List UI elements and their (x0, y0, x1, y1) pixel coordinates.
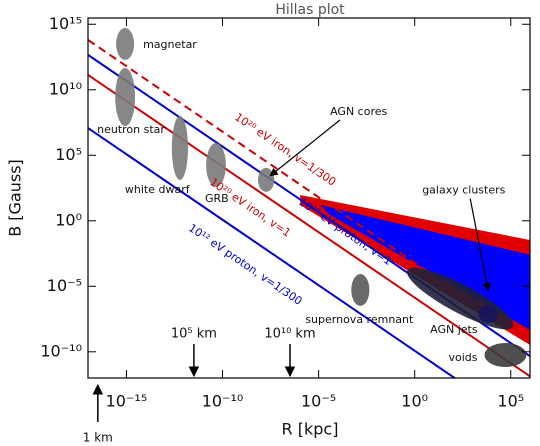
object-ellipse (257, 167, 275, 192)
object-ellipse (478, 305, 499, 323)
pointer-arrow (469, 198, 491, 292)
y-tick-label: 10⁵ (55, 145, 82, 164)
y-tick-label: 10⁰ (55, 210, 82, 229)
y-tick-label: 10⁻⁵ (47, 276, 82, 295)
object-label: supernova remnant (305, 313, 414, 326)
y-axis-label: B [Gauss] (6, 159, 25, 237)
series-label: 10²⁰ eV iron, v=1/300 (232, 111, 338, 189)
y-tick-label: 10⁻¹⁰ (40, 341, 82, 360)
object-ellipse (206, 142, 226, 187)
object-ellipse (115, 67, 136, 127)
object-ellipse (171, 115, 189, 180)
x-tick-label: 10⁻⁵ (301, 392, 336, 411)
x-tick-label: 10⁵ (497, 392, 524, 411)
y-tick-label: 10¹⁵ (49, 14, 82, 33)
chart-title: Hillas plot (275, 2, 345, 18)
line (88, 74, 530, 378)
object-label: voids (448, 351, 477, 364)
object-label: white dwarf (125, 183, 191, 196)
plot-frame (87, 17, 531, 379)
km-label: 10⁵ km (171, 327, 217, 342)
object-ellipse (116, 27, 135, 60)
km-label: 10¹⁰ km (264, 327, 315, 342)
x-tick-label: 10⁰ (401, 392, 428, 411)
object-ellipse (484, 342, 527, 368)
object-label: AGN cores (330, 105, 387, 118)
object-label: neutron star (97, 123, 165, 136)
km-label: 1 km (83, 431, 113, 445)
object-label: galaxy clusters (422, 184, 505, 197)
x-axis-label: R [kpc] (282, 420, 339, 439)
object-label: AGN jets (430, 323, 478, 336)
object-label: GRB (205, 192, 229, 205)
x-tick-label: 10⁻¹⁵ (106, 392, 148, 411)
y-tick-label: 10¹⁰ (49, 79, 82, 98)
plot-area (88, 27, 530, 378)
object-label: magnetar (143, 38, 197, 51)
pointer-arrow (269, 119, 341, 177)
line (88, 127, 457, 378)
x-tick-label: 10⁻¹⁰ (202, 392, 244, 411)
object-ellipse (351, 273, 370, 306)
